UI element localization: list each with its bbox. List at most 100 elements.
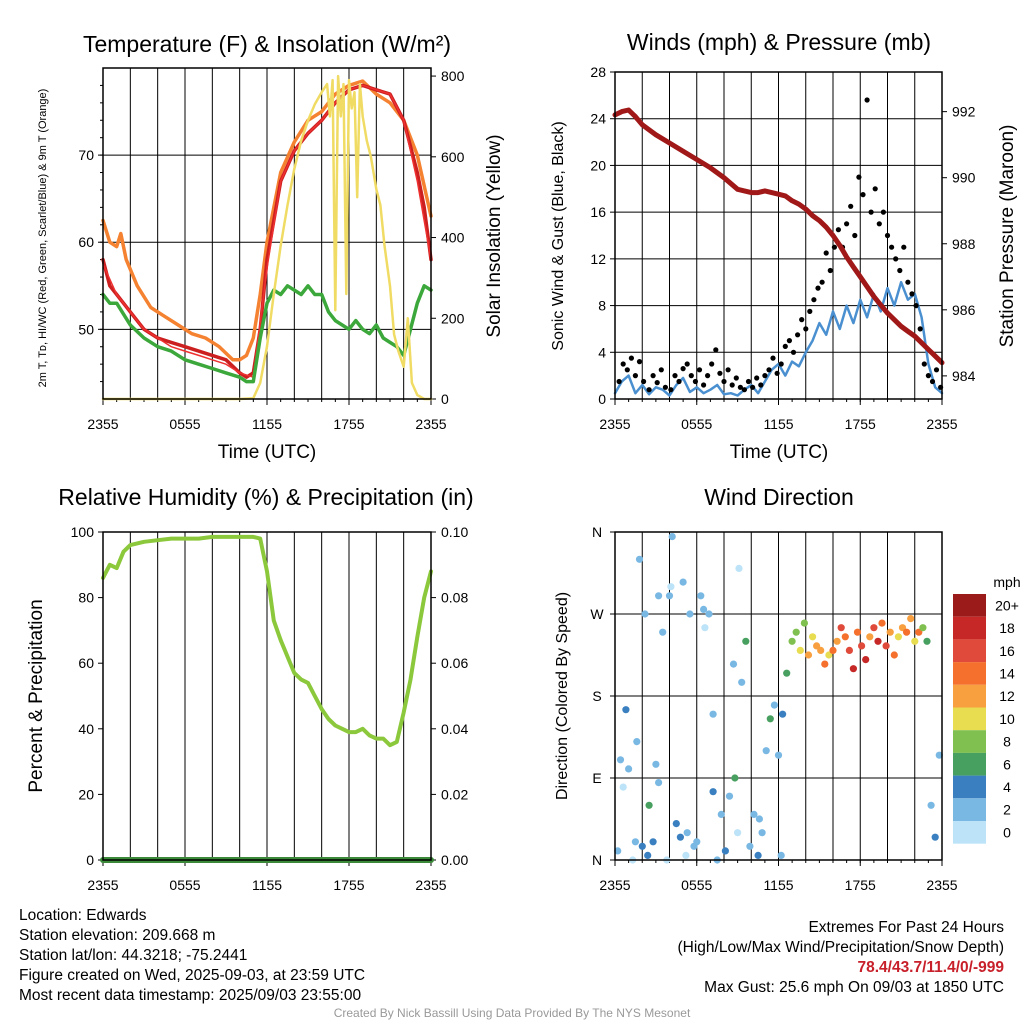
dir-legend-swatch [953,662,986,685]
wind-gust-point [701,382,707,388]
wind-gust-point [721,378,727,385]
dir-point [833,637,841,645]
wind-y2-tick-label: 984 [952,368,976,384]
temp-x-axis-label: Time (UTC) [218,442,317,463]
temp-x-tick-label: 1155 [252,416,282,432]
wind-y-tick-label: 16 [590,204,606,220]
rh-x-tick-label: 1755 [333,877,364,893]
rh-y2-tick-label: 0.08 [441,590,468,606]
wind-x-tick-label: 1755 [845,416,876,432]
dir-point [762,747,770,755]
wind-x-tick-label: 1155 [763,416,793,432]
wind-gust-point [782,343,788,349]
wind-gust-point [860,192,866,198]
temp-y2-tick-label: 0 [441,391,449,407]
dir-point [635,555,644,563]
wind-gust-point [717,370,723,376]
recent-data-timestamp: Most recent data timestamp: 2025/09/03 2… [19,987,362,1004]
credit-line: Created By Nick Bassill Using Data Provi… [333,1006,691,1020]
wind-gust-point [641,378,647,385]
dir-point [616,756,625,764]
wind-y2-tick-label: 986 [952,302,976,318]
dir-point [676,833,685,841]
wind-gust-point [692,378,699,385]
dir-point [923,637,931,645]
dir-point [668,533,676,541]
dir-point [619,783,627,791]
wind-y-tick-label: 20 [590,157,606,173]
rh-x-tick-label: 2355 [87,877,118,893]
dir-point [804,651,813,659]
rh-y-tick-label: 0 [86,852,94,868]
rh-y-tick-label: 40 [78,721,94,737]
dir-legend-swatch [953,639,986,663]
extremes-subtitle: (High/Low/Max Wind/Precipitation/Snow De… [677,939,1005,956]
dir-point [829,646,837,655]
rh-y2-tick-label: 0.10 [441,524,468,540]
wind-y-tick-label: 8 [598,298,606,314]
dir-point [931,833,939,841]
dir-point [825,651,833,659]
dir-point [866,633,874,641]
wind-gust-point [628,355,635,361]
dir-point [821,660,829,668]
rh-x-tick-label: 0555 [169,877,200,893]
wind-y-axis-label: Sonic Wind & Gust (Blue, Black) [550,121,567,350]
dir-x-tick-label: 1155 [763,877,793,893]
dir-legend-label: 16 [999,643,1015,659]
temp-x-tick-label: 2355 [415,416,446,432]
dir-point [841,633,849,641]
wind-y2-tick-label: 990 [952,170,976,186]
dir-legend-label: 12 [999,688,1015,704]
dir-point [705,610,713,618]
dir-legend-label: 18 [999,620,1015,636]
temp-x-tick-label: 2355 [87,416,118,432]
wind-gust-point [672,373,678,379]
wind-y-tick-label: 24 [590,111,606,127]
dir-point [755,815,764,823]
dir-legend-swatch [953,775,986,799]
wind-gust-point [754,375,760,381]
temp-y-axis-label: 2m T, Tᴅ, HI/WC (Red, Green, Scarlet/Blu… [37,89,49,388]
rh-x-tick-label: 1155 [252,877,282,893]
wind-gust-point [676,378,682,385]
dir-point [686,610,694,618]
wind-gust-point [819,279,825,285]
dir-legend-swatch [953,798,986,821]
rh-plot-frame [102,531,432,861]
extremes-block: Extremes For Past 24 Hours (High/Low/Max… [678,918,1005,998]
dir-point [907,615,915,623]
dir-y-tick-label: S [592,688,601,704]
temp-chart-title: Temperature (F) & Insolation (W/m²) [83,31,451,57]
dir-point [693,838,701,846]
dir-x-tick-label: 2355 [926,877,957,893]
temp-series-hi-wc [102,84,432,378]
temp-x-tick-label: 1755 [333,416,364,432]
rh-x-tick-label: 2355 [415,877,446,893]
dir-point [659,628,667,636]
dir-point [878,619,886,627]
wind-gust-point [799,317,805,323]
wind-gust-point [632,373,639,379]
dir-legend-swatch [953,707,986,731]
dir-point [738,678,746,686]
temp-y2-tick-label: 800 [441,68,465,84]
dir-legend-swatch [953,684,986,708]
dir-point [777,851,785,860]
dir-chart-title: Wind Direction [704,484,854,510]
dir-legend-label: 2 [1003,802,1011,818]
wind-gust-point [650,373,656,379]
wind-gust-point [925,373,932,379]
station-latlon: Station lat/lon: 44.3218; -75.2441 [19,947,248,964]
dir-x-tick-label: 2355 [599,877,630,893]
dir-point [882,642,890,650]
wind-gust-point [620,361,626,367]
dir-legend-swatch [953,821,986,844]
dir-legend-label: 20+ [995,597,1019,613]
temp-y2-axis-label: Solar Insolation (Yellow) [484,134,505,337]
wind-gust-point [778,361,784,367]
wind-gust-point [696,367,703,373]
dir-point [683,829,691,837]
wind-gust-point [823,250,829,256]
wind-y-tick-label: 28 [590,64,606,80]
